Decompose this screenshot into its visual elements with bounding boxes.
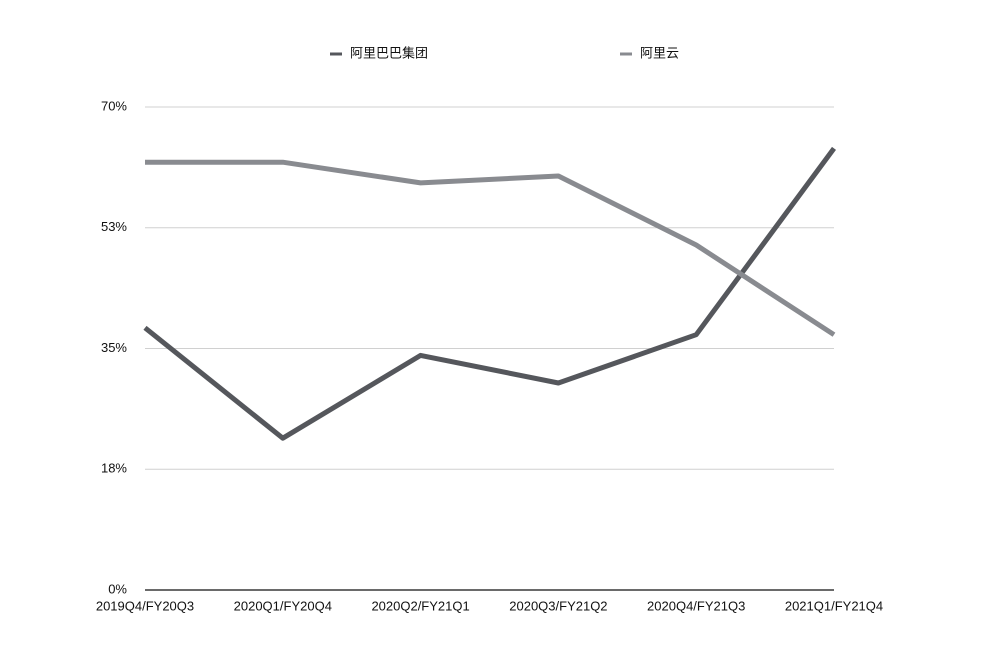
- y-tick-label: 35%: [101, 340, 127, 355]
- y-tick-label: 70%: [101, 98, 127, 113]
- legend-label: 阿里云: [640, 45, 679, 60]
- series-line: [143, 146, 837, 441]
- x-tick-label: 2020Q1/FY20Q4: [234, 598, 332, 613]
- legend-label: 阿里巴巴集团: [350, 45, 428, 60]
- series-line: [145, 159, 836, 337]
- x-tick-label: 2020Q3/FY21Q2: [509, 598, 607, 613]
- x-tick-label: 2020Q4/FY21Q3: [647, 598, 745, 613]
- y-tick-label: 18%: [101, 461, 127, 476]
- x-tick-label: 2021Q1/FY21Q4: [785, 598, 883, 613]
- x-tick-label: 2020Q2/FY21Q1: [371, 598, 469, 613]
- x-tick-label: 2019Q4/FY20Q3: [96, 598, 194, 613]
- y-tick-label: 0%: [108, 581, 127, 596]
- y-tick-label: 53%: [101, 219, 127, 234]
